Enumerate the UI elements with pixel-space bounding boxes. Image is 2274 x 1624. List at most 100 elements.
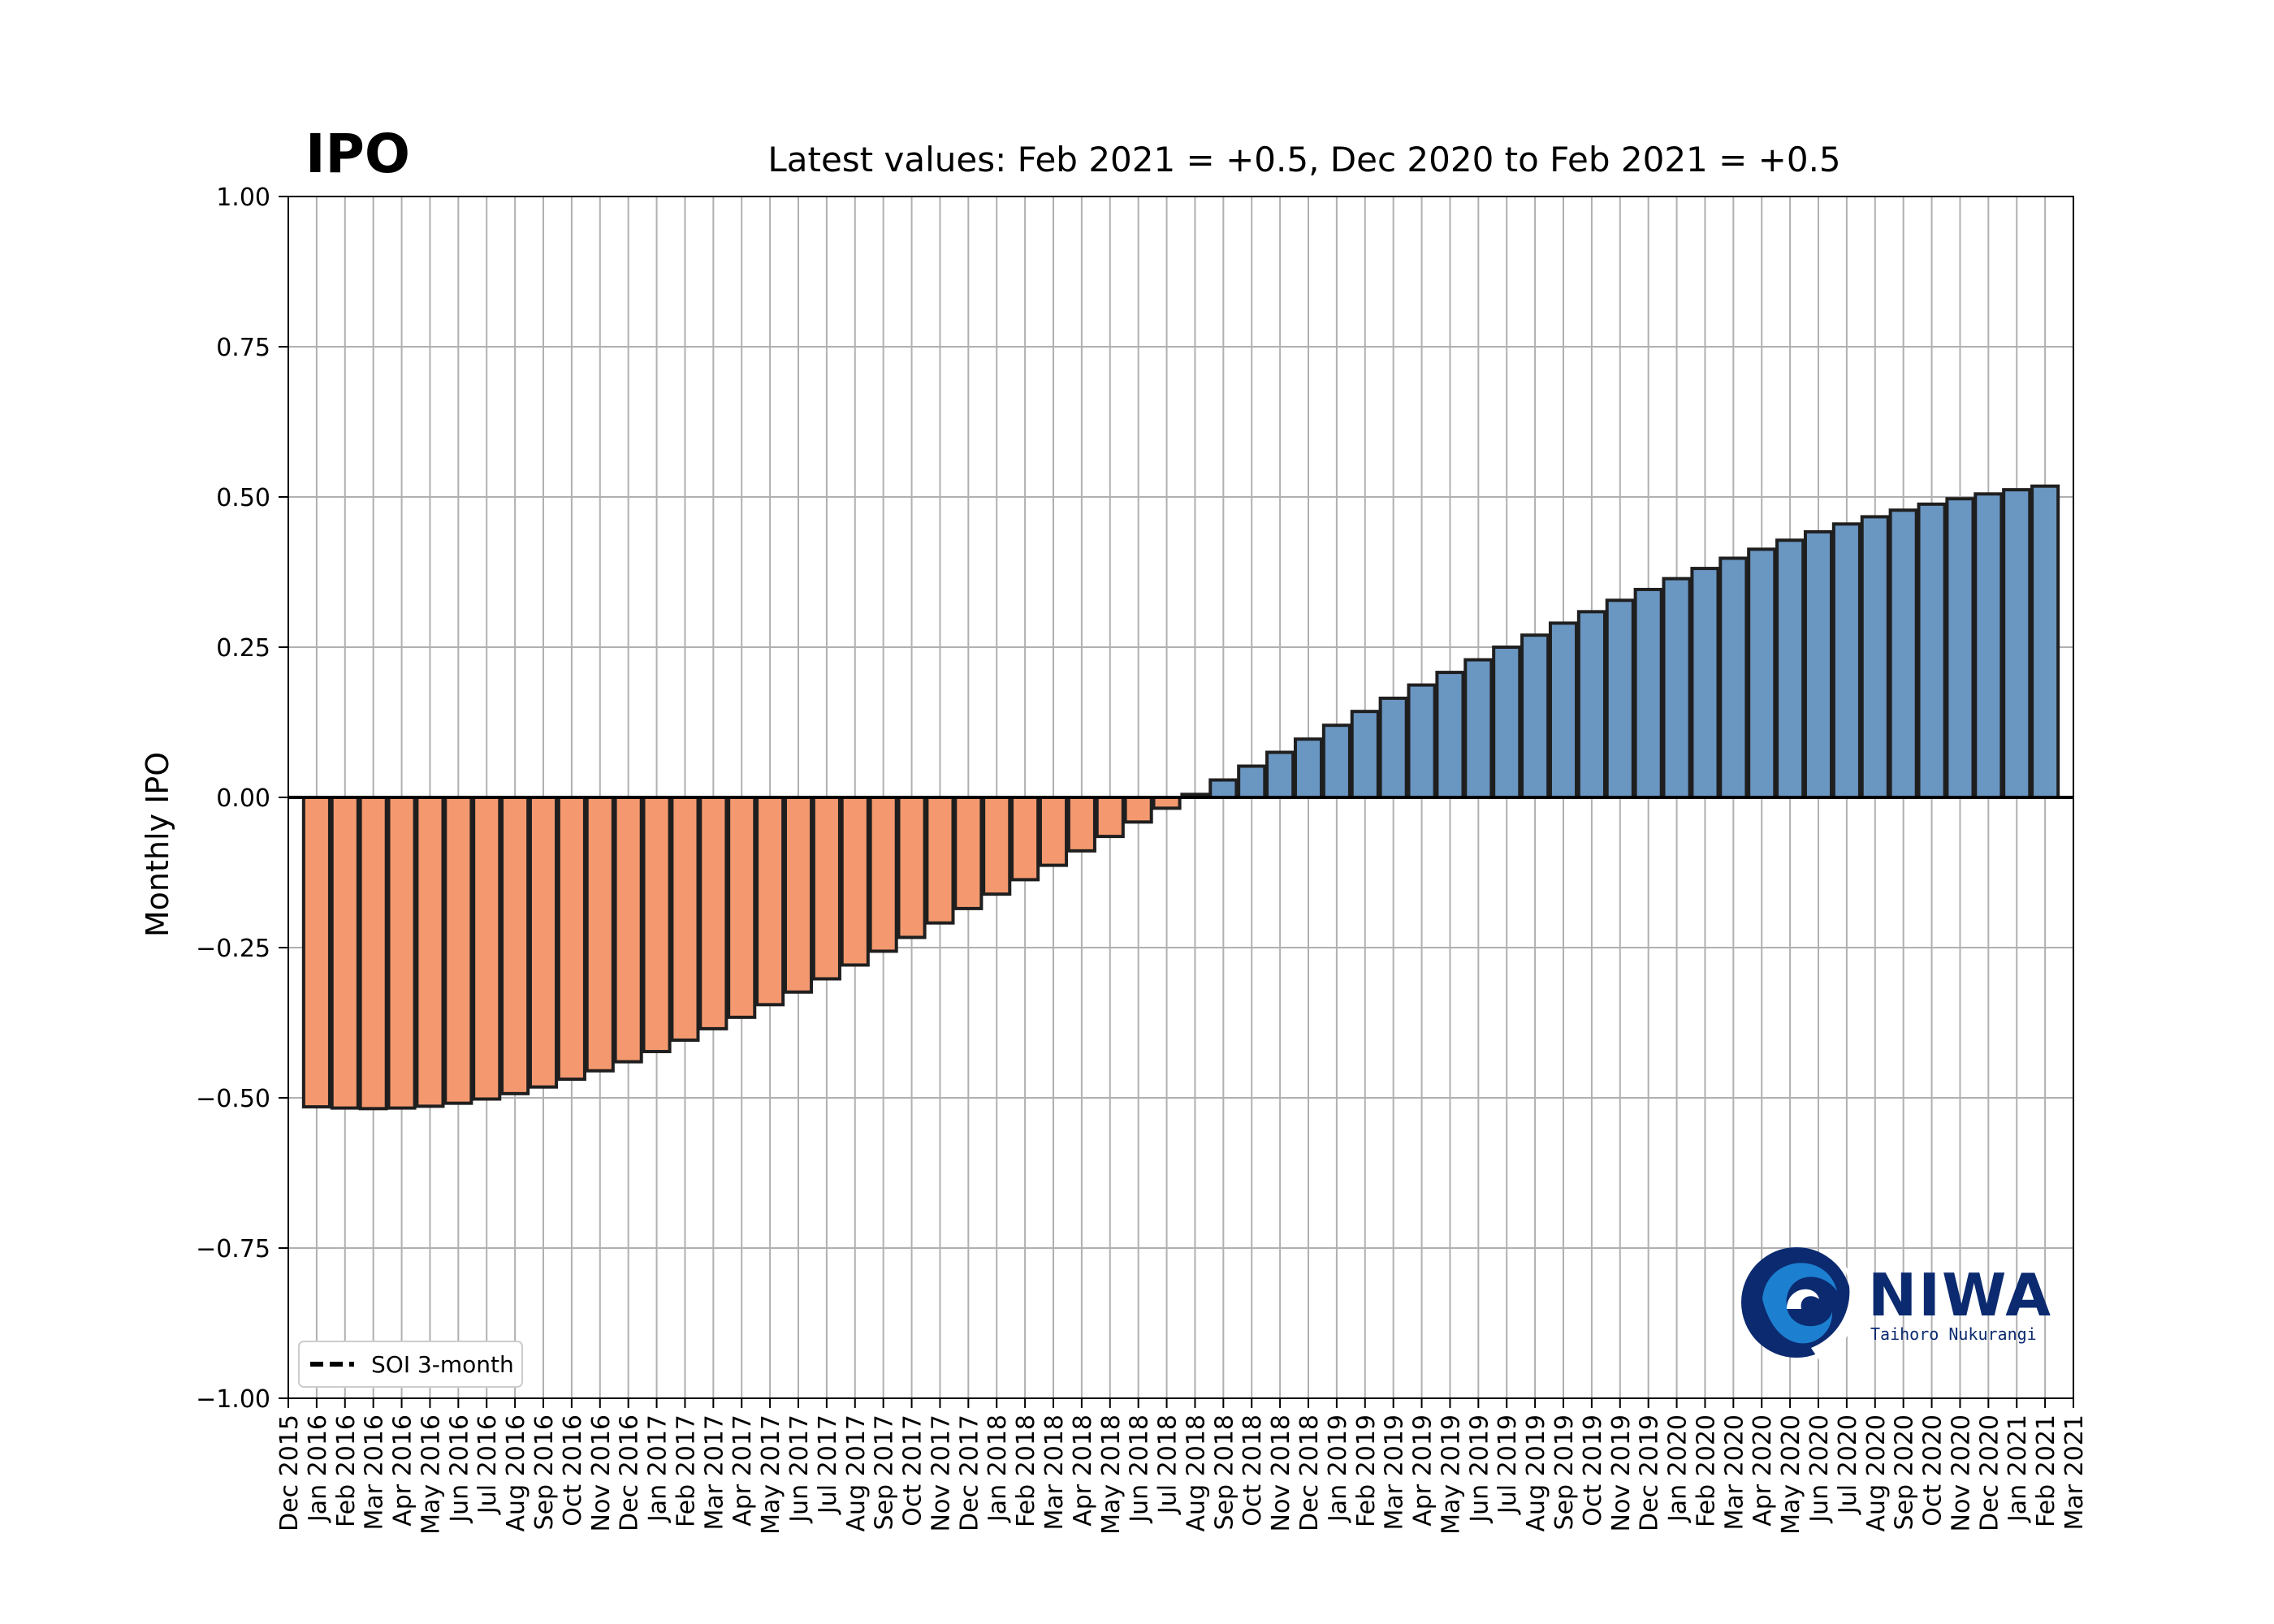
bar-jun-2020 (1803, 529, 1834, 799)
x-tick-label: May 2016 (417, 1415, 445, 1535)
bar-jul-2020 (1831, 522, 1861, 799)
legend-box (298, 1341, 523, 1388)
bar-jun-2019 (1463, 658, 1494, 799)
x-tick-label: May 2018 (1097, 1415, 1126, 1535)
bar-aug-2016 (500, 796, 530, 1095)
bar-sep-2017 (868, 796, 898, 953)
x-tick-label: Jun 2017 (785, 1415, 814, 1524)
bar-jan-2021 (2002, 488, 2032, 799)
x-tick-label: Apr 2018 (1069, 1415, 1097, 1527)
bar-jan-2019 (1321, 723, 1351, 800)
x-tick-label: Dec 2019 (1636, 1415, 1664, 1531)
x-tick-label: Feb 2020 (1692, 1415, 1720, 1527)
bar-nov-2018 (1265, 750, 1295, 799)
x-tick-label: Jul 2018 (1154, 1415, 1182, 1515)
x-tick-label: Mar 2021 (2060, 1415, 2089, 1531)
bar-jul-2016 (472, 796, 502, 1101)
niwa-swirl-icon (1741, 1247, 1857, 1360)
bar-dec-2020 (1974, 492, 2004, 799)
bar-nov-2017 (925, 796, 955, 925)
x-tick-label: Jan 2021 (2004, 1415, 2032, 1523)
x-tick-label: Mar 2016 (361, 1415, 389, 1531)
x-tick-label: Feb 2021 (2032, 1415, 2060, 1527)
x-tick-label: Aug 2019 (1522, 1415, 1550, 1531)
bar-dec-2016 (613, 796, 643, 1064)
bar-nov-2019 (1605, 598, 1635, 800)
bar-apr-2020 (1747, 547, 1777, 799)
x-tick-label: Oct 2019 (1579, 1415, 1607, 1527)
y-tick-label: −1.00 (196, 1385, 270, 1414)
legend-entry: SOI 3-month (371, 1351, 514, 1378)
y-tick-label: −0.50 (196, 1085, 270, 1113)
bar-mar-2019 (1378, 696, 1408, 800)
bar-sep-2018 (1208, 778, 1239, 799)
legend: SOI 3-month (298, 1341, 523, 1388)
x-tick-label: Jul 2017 (814, 1415, 842, 1515)
y-tick-label: −0.75 (196, 1235, 270, 1263)
x-tick-label: Apr 2016 (389, 1415, 417, 1527)
x-tick-label: Mar 2020 (1720, 1415, 1749, 1531)
x-tick-label: Oct 2017 (899, 1415, 927, 1527)
x-tick-label: Nov 2020 (1947, 1415, 1975, 1531)
y-tick-label: 0.25 (216, 634, 270, 663)
x-tick-label: Dec 2016 (616, 1415, 644, 1531)
bar-jul-2019 (1492, 646, 1522, 799)
x-tick-label: Jun 2019 (1465, 1415, 1494, 1524)
x-tick-label: Mar 2019 (1381, 1415, 1409, 1531)
bar-feb-2020 (1690, 567, 1720, 799)
bar-oct-2017 (897, 796, 927, 939)
x-tick-label: Nov 2016 (587, 1415, 616, 1531)
bar-oct-2016 (556, 796, 586, 1082)
x-tick-label: Jul 2016 (473, 1415, 502, 1515)
bar-feb-2021 (2030, 484, 2060, 799)
bar-oct-2019 (1576, 610, 1606, 800)
x-tick-label: Jul 2019 (1494, 1415, 1522, 1515)
bar-mar-2017 (698, 796, 728, 1030)
x-tick-label: Mar 2018 (1040, 1415, 1069, 1531)
x-tick-label: Sep 2020 (1891, 1415, 1919, 1530)
x-tick-label: Aug 2017 (842, 1415, 871, 1531)
bar-feb-2018 (1010, 796, 1040, 882)
x-tick-label: Jan 2017 (644, 1415, 672, 1523)
bar-aug-2017 (840, 796, 870, 967)
x-tick-label: Aug 2016 (502, 1415, 530, 1531)
bar-dec-2018 (1293, 737, 1324, 799)
niwa-logo: NIWA Taihoro Nukurangi (1741, 1247, 2051, 1360)
bar-oct-2018 (1237, 764, 1267, 800)
x-tick-label: Nov 2019 (1607, 1415, 1636, 1531)
x-tick-label: Sep 2018 (1210, 1415, 1239, 1530)
x-tick-label: Sep 2019 (1550, 1415, 1579, 1530)
x-tick-label: May 2017 (757, 1415, 785, 1535)
x-tick-label: Apr 2020 (1749, 1415, 1777, 1527)
x-tick-label: Feb 2019 (1352, 1415, 1381, 1527)
bar-feb-2016 (330, 796, 360, 1110)
y-tick-label: −0.25 (196, 935, 270, 963)
x-tick-label: Oct 2018 (1239, 1415, 1267, 1527)
x-tick-label: Jun 2020 (1805, 1415, 1834, 1524)
logo-tagline: Taihoro Nukurangi (1870, 1324, 2037, 1344)
bar-jun-2016 (443, 796, 473, 1105)
chart-subtitle: Latest values: Feb 2021 = +0.5, Dec 2020… (767, 140, 1840, 179)
x-tick-label: Feb 2017 (672, 1415, 700, 1527)
x-tick-label: Dec 2017 (955, 1415, 984, 1531)
bar-may-2018 (1095, 796, 1125, 839)
bar-may-2016 (415, 796, 445, 1108)
bar-jan-2016 (301, 796, 331, 1109)
bar-jun-2017 (783, 796, 814, 994)
x-tick-label: Dec 2018 (1295, 1415, 1324, 1531)
bar-jun-2018 (1123, 796, 1153, 824)
bar-may-2019 (1435, 671, 1465, 800)
bar-jul-2017 (811, 796, 841, 981)
x-tick-label: Aug 2020 (1862, 1415, 1891, 1531)
y-axis-label: Monthly IPO (140, 752, 175, 937)
x-tick-label: Feb 2016 (332, 1415, 361, 1527)
x-tick-label: Sep 2016 (530, 1415, 559, 1530)
bar-dec-2017 (953, 796, 984, 910)
x-axis: Dec 2015 Jan 2016 Feb 2016 Mar 2016 Apr 2016… (275, 1398, 2089, 1535)
x-tick-label: Feb 2018 (1012, 1415, 1040, 1527)
x-tick-label: Jun 2018 (1126, 1415, 1154, 1524)
x-tick-label: Dec 2020 (1975, 1415, 2004, 1531)
x-tick-label: Jan 2019 (1324, 1415, 1352, 1523)
bar-feb-2019 (1350, 710, 1380, 799)
x-tick-label: Jul 2020 (1834, 1415, 1862, 1515)
